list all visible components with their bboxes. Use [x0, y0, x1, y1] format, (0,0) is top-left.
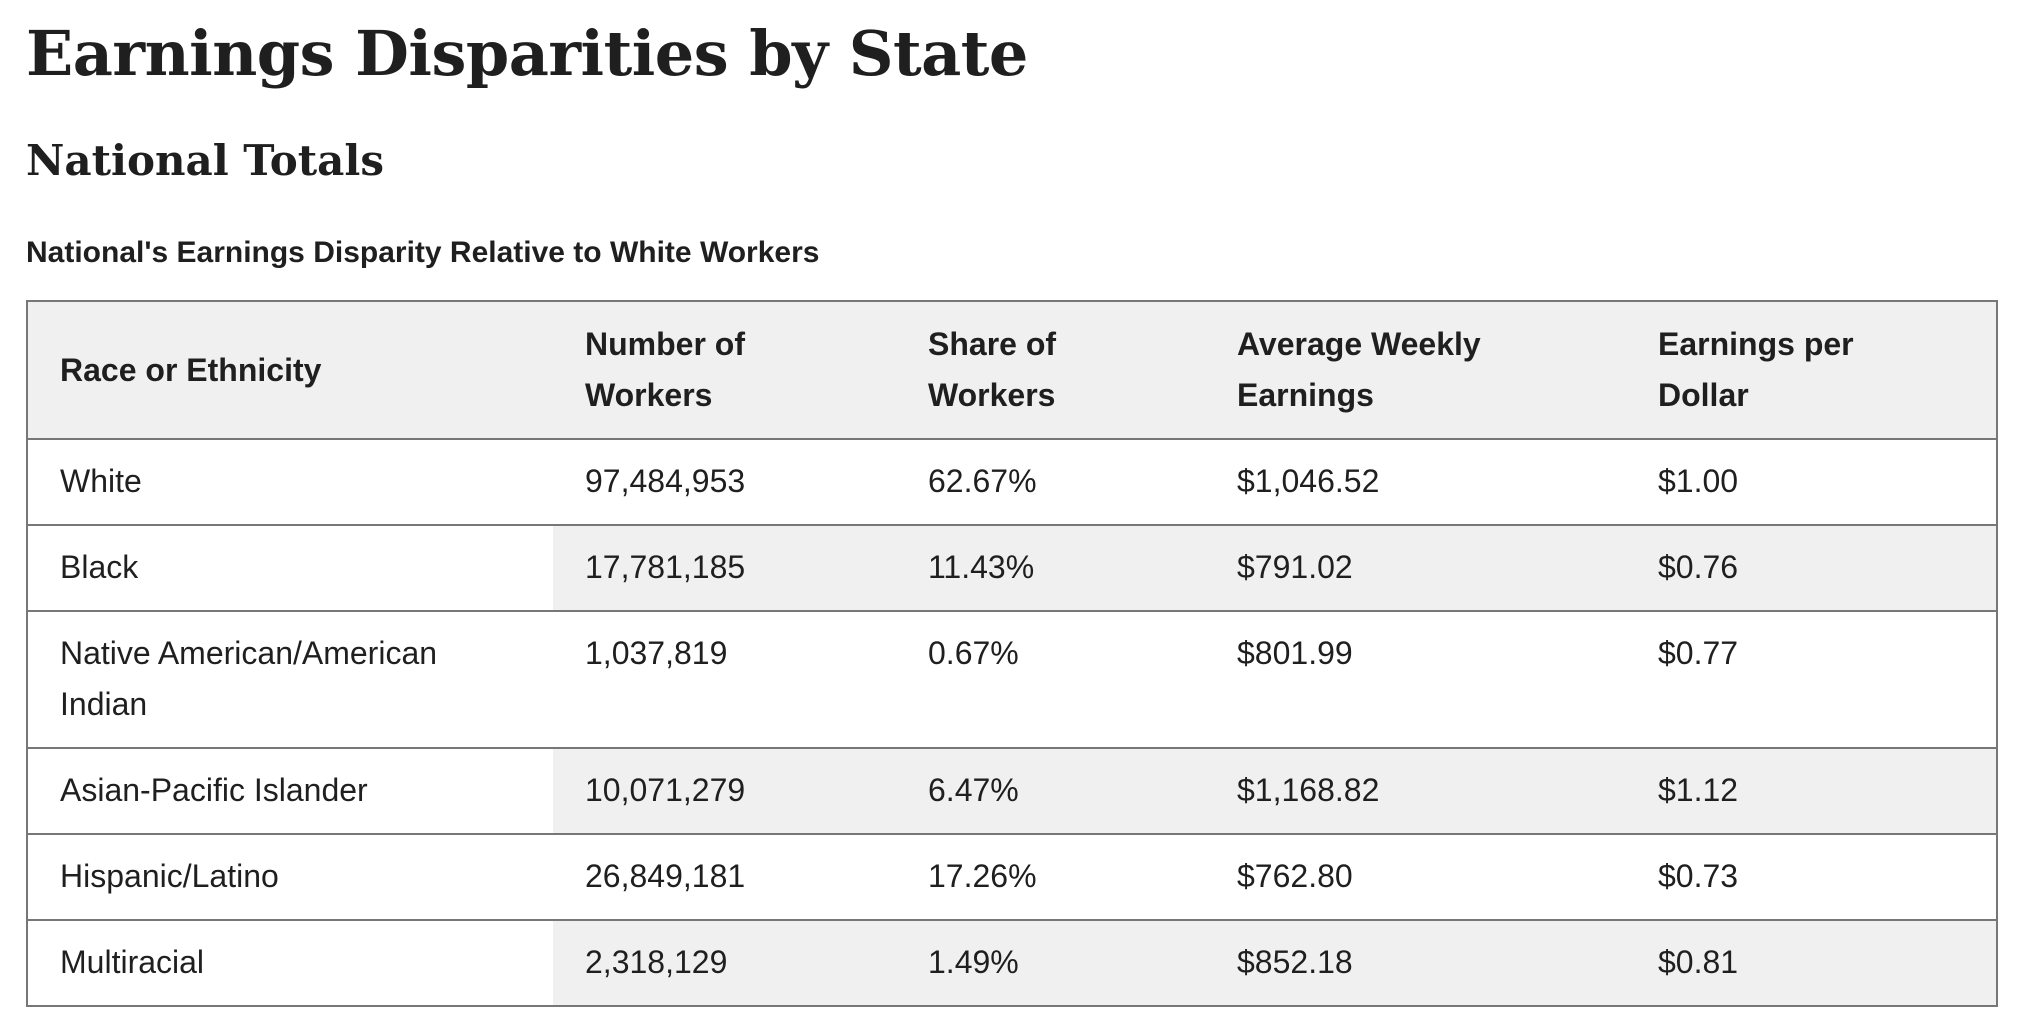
table-row: Hispanic/Latino 26,849,181 17.26% $762.8…	[27, 833, 1997, 920]
table-header-row: Race or Ethnicity Number of Workers Shar…	[27, 301, 1997, 440]
cell-share: 1.49%	[896, 919, 1205, 1006]
table-row: Black 17,781,185 11.43% $791.02 $0.76	[27, 524, 1997, 611]
cell-per-dollar: $0.81	[1626, 919, 1997, 1006]
column-header-race-label: Race or Ethnicity	[60, 351, 322, 388]
table-header: Race or Ethnicity Number of Workers Shar…	[27, 301, 1997, 440]
page-title: Earnings Disparities by State	[26, 17, 1028, 90]
cell-share: 62.67%	[896, 438, 1205, 525]
cell-share: 6.47%	[896, 747, 1205, 834]
table-body: White 97,484,953 62.67% $1,046.52 $1.00 …	[27, 438, 1997, 1006]
cell-race: Asian-Pacific Islander	[27, 747, 553, 834]
column-header-earnings-line1: Average Weekly	[1237, 326, 1481, 362]
table-caption: National's Earnings Disparity Relative t…	[26, 236, 820, 269]
column-header-share-line2: Workers	[928, 377, 1056, 413]
cell-race: White	[27, 438, 553, 525]
column-header-race: Race or Ethnicity	[27, 301, 553, 440]
table-row: Native American/American Indian 1,037,81…	[27, 610, 1997, 748]
cell-earnings: $801.99	[1205, 610, 1626, 748]
section-title: National Totals	[26, 136, 384, 185]
column-header-earnings: Average Weekly Earnings	[1205, 301, 1626, 440]
cell-per-dollar: $0.76	[1626, 524, 1997, 611]
cell-earnings: $762.80	[1205, 833, 1626, 920]
cell-earnings: $1,046.52	[1205, 438, 1626, 525]
cell-earnings: $852.18	[1205, 919, 1626, 1006]
cell-earnings: $791.02	[1205, 524, 1626, 611]
cell-race: Black	[27, 524, 553, 611]
cell-race: Hispanic/Latino	[27, 833, 553, 920]
column-header-earnings-line2: Earnings	[1237, 377, 1374, 413]
cell-workers: 26,849,181	[553, 833, 896, 920]
table-row: Asian-Pacific Islander 10,071,279 6.47% …	[27, 747, 1997, 834]
cell-per-dollar: $1.00	[1626, 438, 1997, 525]
cell-workers: 17,781,185	[553, 524, 896, 611]
column-header-per-dollar-line1: Earnings per	[1658, 326, 1854, 362]
cell-workers: 10,071,279	[553, 747, 896, 834]
table-row: Multiracial 2,318,129 1.49% $852.18 $0.8…	[27, 919, 1997, 1006]
column-header-per-dollar-line2: Dollar	[1658, 377, 1749, 413]
column-header-share: Share of Workers	[896, 301, 1205, 440]
column-header-workers: Number of Workers	[553, 301, 896, 440]
cell-per-dollar: $0.73	[1626, 833, 1997, 920]
table-row: White 97,484,953 62.67% $1,046.52 $1.00	[27, 438, 1997, 525]
column-header-workers-line1: Number of	[585, 326, 745, 362]
cell-share: 0.67%	[896, 610, 1205, 748]
cell-race: Native American/American Indian	[27, 610, 553, 748]
column-header-share-line1: Share of	[928, 326, 1057, 362]
column-header-workers-line2: Workers	[585, 377, 713, 413]
cell-share: 11.43%	[896, 524, 1205, 611]
cell-workers: 1,037,819	[553, 610, 896, 748]
cell-per-dollar: $0.77	[1626, 610, 1997, 748]
cell-workers: 97,484,953	[553, 438, 896, 525]
earnings-disparity-table: Race or Ethnicity Number of Workers Shar…	[26, 300, 1998, 1007]
cell-earnings: $1,168.82	[1205, 747, 1626, 834]
cell-workers: 2,318,129	[553, 919, 896, 1006]
cell-share: 17.26%	[896, 833, 1205, 920]
column-header-per-dollar: Earnings per Dollar	[1626, 301, 1997, 440]
cell-per-dollar: $1.12	[1626, 747, 1997, 834]
cell-race: Multiracial	[27, 919, 553, 1006]
